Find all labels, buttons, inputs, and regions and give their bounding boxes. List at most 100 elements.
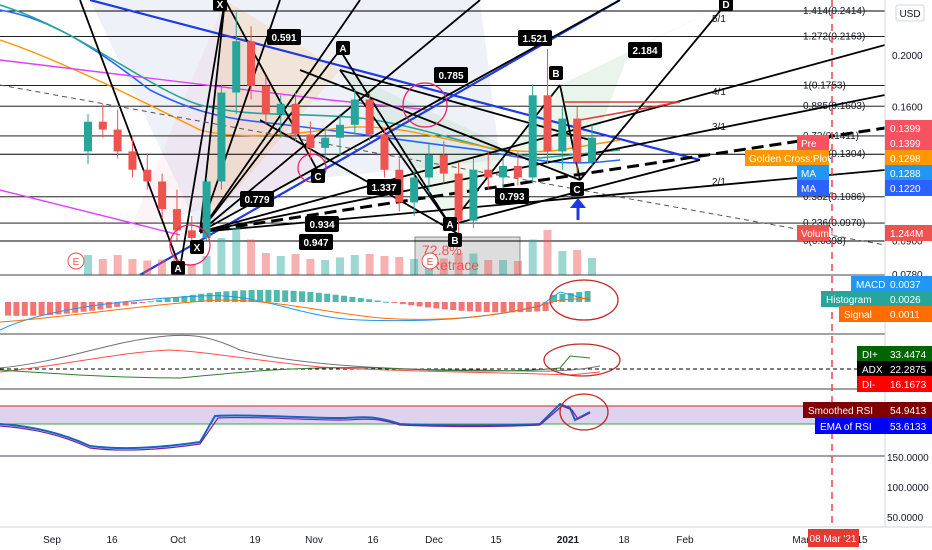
tag-value: 0.1220 bbox=[890, 184, 921, 195]
tag-value: 0.0037 bbox=[890, 280, 921, 291]
fan-ratio-label: 4/1 bbox=[712, 87, 726, 98]
candle-body bbox=[558, 118, 567, 152]
pattern-point-badge bbox=[336, 41, 350, 55]
time-tick-label: 15 bbox=[856, 535, 868, 546]
tag-label-bg bbox=[803, 402, 885, 418]
date-highlight-badge: 08 Mar '21 bbox=[808, 529, 859, 547]
price-axis[interactable]: 0.2000 0.1600 0.0900 0.0780 bbox=[892, 51, 923, 281]
macd-histogram-bar bbox=[122, 302, 129, 306]
volume-bar bbox=[558, 251, 567, 275]
time-tick-label: Dec bbox=[425, 535, 443, 546]
pattern-point-badge bbox=[443, 217, 457, 231]
macd-histogram-bar bbox=[315, 292, 322, 302]
macd-histogram-bar bbox=[450, 302, 457, 311]
time-axis[interactable]: Sep 16 Oct 19 Nov 16 Dec 15 2021 18 Feb Mar 15 bbox=[43, 535, 868, 546]
value-tag: Pre 0.1399 bbox=[797, 135, 932, 151]
volume-bar bbox=[84, 255, 92, 275]
volume-bar bbox=[543, 230, 552, 275]
macd-histogram-bar bbox=[366, 299, 373, 302]
tag-value-bg bbox=[885, 376, 932, 392]
candle-body bbox=[143, 169, 152, 182]
time-tick-label: 18 bbox=[618, 535, 630, 546]
macd-histogram-bar bbox=[467, 302, 473, 312]
event-marker-1[interactable]: E bbox=[67, 252, 85, 270]
pattern-point-badge bbox=[549, 66, 563, 80]
tag-label-bg bbox=[797, 225, 829, 241]
dashed-trendline bbox=[199, 126, 885, 234]
rsi-band bbox=[0, 406, 885, 424]
macd-histogram-bar bbox=[584, 291, 591, 302]
event-marker-2[interactable]: E bbox=[421, 252, 439, 270]
candle-body bbox=[588, 137, 596, 163]
time-tick-label: Feb bbox=[676, 535, 694, 546]
value-tag: Golden Cross:Plot 0.1298 bbox=[745, 150, 932, 166]
macd-histogram-bar bbox=[458, 302, 465, 311]
macd-histogram-bar bbox=[282, 290, 289, 302]
ratio-label: 2.184 bbox=[632, 46, 657, 57]
fib-level-label: 0(0.0898) bbox=[803, 236, 846, 247]
macd-histogram-bar bbox=[206, 292, 213, 302]
macd-histogram-bar bbox=[105, 302, 112, 309]
macd-histogram-bar bbox=[147, 301, 154, 303]
tag-value: 0.1399 bbox=[890, 124, 921, 135]
rsi-pane[interactable] bbox=[0, 393, 885, 451]
volume-bar bbox=[232, 227, 241, 275]
volume-bar bbox=[261, 253, 270, 275]
pattern-point-badge bbox=[719, 0, 733, 11]
tag-label: DI- bbox=[862, 380, 875, 391]
candle-body bbox=[513, 165, 522, 178]
tag-label: Golden Cross:Plot bbox=[749, 154, 830, 165]
candle-body bbox=[439, 154, 448, 174]
volume-bar bbox=[454, 253, 463, 275]
dmi-pane[interactable] bbox=[0, 334, 885, 379]
tag-value: 0.1288 bbox=[890, 169, 921, 180]
tag-value: 0.0011 bbox=[890, 310, 920, 321]
tag-value-bg bbox=[885, 120, 932, 136]
tag-value-bg bbox=[885, 150, 932, 166]
volume-bar bbox=[350, 255, 359, 275]
bottom-tick-label: 50.0000 bbox=[887, 513, 924, 524]
macd-histogram-bar bbox=[509, 302, 515, 313]
candle-body bbox=[410, 177, 419, 203]
time-tick-label: 16 bbox=[106, 535, 118, 546]
candle-body bbox=[528, 95, 537, 178]
tag-label: Smoothed RSI bbox=[808, 406, 873, 417]
bottom-tick-label: 150.0000 bbox=[887, 453, 929, 464]
ratio-badge bbox=[628, 42, 662, 58]
time-tick-label: 16 bbox=[367, 535, 379, 546]
macd-histogram-bar bbox=[492, 302, 499, 313]
volume-bar bbox=[573, 250, 582, 275]
tag-label-bg bbox=[815, 418, 885, 434]
indicator-tag: Smoothed RSI 54.9413 bbox=[803, 402, 932, 418]
macd-pane[interactable] bbox=[0, 279, 619, 331]
currency-button[interactable]: USD bbox=[895, 4, 925, 22]
ratio-badge bbox=[495, 188, 529, 204]
macd-histogram-bar bbox=[483, 302, 490, 313]
event-marker-label: E bbox=[427, 257, 434, 268]
indicator-tag: ADX 22.2875 bbox=[857, 361, 932, 377]
tag-value-bg bbox=[885, 361, 932, 377]
tag-label-bg bbox=[745, 150, 829, 166]
macd-histogram-bar bbox=[517, 302, 524, 313]
volume-bar bbox=[469, 253, 478, 275]
ma-line-orange bbox=[0, 39, 621, 153]
rsi-annotation-circle bbox=[559, 393, 609, 431]
tag-label: MACD bbox=[856, 280, 885, 291]
macd-histogram-bar bbox=[299, 291, 305, 302]
tag-value-bg bbox=[885, 346, 932, 362]
pattern-point-badge bbox=[213, 0, 227, 11]
tag-label: EMA of RSI bbox=[820, 422, 872, 433]
macd-histogram-bar bbox=[416, 302, 423, 307]
price-pane[interactable]: 1.414(0.2414) 1.272(0.2163) 1(0.1753) 0.885… bbox=[0, 0, 885, 275]
macd-histogram-bar bbox=[433, 302, 440, 309]
macd-histogram-bar bbox=[542, 302, 549, 311]
macd-histogram-bar bbox=[72, 302, 79, 313]
tag-label: ADX bbox=[862, 365, 883, 376]
ratio-label: 0.591 bbox=[271, 33, 296, 44]
macd-histogram-bar bbox=[89, 302, 95, 311]
tag-value: 0.1399 bbox=[890, 139, 921, 150]
smoothed-rsi-line bbox=[0, 402, 591, 450]
macd-histogram-bar bbox=[349, 296, 356, 302]
candle-body bbox=[484, 169, 493, 178]
ema-rsi-line bbox=[0, 405, 591, 451]
